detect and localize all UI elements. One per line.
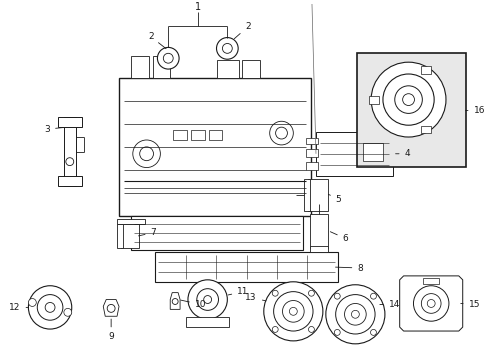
Text: 5: 5	[327, 194, 341, 203]
Circle shape	[28, 298, 36, 306]
Polygon shape	[58, 117, 81, 127]
Bar	[309, 214, 327, 248]
Circle shape	[133, 140, 160, 167]
Polygon shape	[58, 176, 81, 186]
Bar	[190, 130, 204, 140]
Bar	[304, 179, 309, 211]
Text: 9: 9	[108, 319, 114, 341]
Polygon shape	[170, 293, 180, 309]
Polygon shape	[103, 300, 119, 316]
Bar	[131, 216, 303, 250]
Text: 4: 4	[395, 149, 409, 158]
Bar	[357, 53, 465, 167]
Bar	[217, 60, 239, 78]
Circle shape	[334, 329, 340, 336]
Circle shape	[382, 74, 433, 125]
Circle shape	[370, 293, 376, 299]
Bar	[185, 317, 229, 327]
Circle shape	[308, 327, 314, 332]
Bar	[119, 78, 310, 216]
Circle shape	[273, 292, 312, 331]
Text: 1: 1	[194, 2, 201, 12]
Circle shape	[64, 309, 72, 316]
Circle shape	[272, 290, 278, 296]
Circle shape	[370, 62, 445, 137]
Circle shape	[402, 94, 414, 105]
Text: 12: 12	[9, 303, 28, 312]
Circle shape	[203, 296, 211, 303]
Bar	[305, 138, 317, 144]
Bar	[155, 252, 337, 282]
Circle shape	[272, 327, 278, 332]
Circle shape	[427, 300, 434, 307]
Circle shape	[263, 282, 322, 341]
Circle shape	[308, 290, 314, 296]
Circle shape	[289, 307, 297, 315]
Circle shape	[66, 158, 74, 166]
Circle shape	[140, 147, 153, 161]
Circle shape	[37, 294, 63, 320]
Text: 14: 14	[379, 300, 399, 309]
Circle shape	[413, 286, 448, 321]
Bar	[307, 179, 327, 211]
Bar	[152, 56, 170, 78]
Circle shape	[334, 293, 340, 299]
Text: 3: 3	[44, 125, 64, 134]
Bar	[423, 278, 438, 284]
Polygon shape	[399, 276, 462, 331]
Text: 8: 8	[335, 264, 363, 273]
Circle shape	[421, 294, 440, 313]
Text: 15: 15	[460, 300, 479, 309]
Text: 2: 2	[147, 32, 166, 49]
Circle shape	[325, 285, 384, 344]
Circle shape	[28, 286, 72, 329]
Circle shape	[157, 48, 179, 69]
Text: 11: 11	[227, 287, 248, 296]
Text: 7: 7	[138, 228, 156, 237]
Circle shape	[351, 310, 359, 318]
Bar	[208, 130, 222, 140]
Bar	[305, 149, 317, 157]
Circle shape	[163, 53, 173, 63]
Circle shape	[216, 37, 238, 59]
Bar	[131, 56, 148, 78]
Text: 10: 10	[181, 300, 206, 309]
Text: 16: 16	[465, 106, 484, 115]
Text: 13: 13	[245, 293, 265, 302]
Circle shape	[370, 329, 376, 336]
Circle shape	[335, 294, 374, 334]
Circle shape	[275, 127, 287, 139]
Circle shape	[222, 44, 232, 53]
Bar	[121, 224, 139, 248]
Circle shape	[196, 289, 218, 310]
Bar	[420, 126, 430, 134]
Circle shape	[172, 298, 178, 305]
Circle shape	[394, 86, 422, 113]
Circle shape	[282, 301, 304, 322]
Bar	[315, 132, 392, 176]
Circle shape	[187, 280, 227, 319]
Circle shape	[107, 305, 115, 312]
Bar	[173, 130, 186, 140]
Text: 6: 6	[330, 232, 347, 243]
Polygon shape	[64, 117, 76, 186]
Circle shape	[45, 302, 55, 312]
Bar	[117, 224, 122, 248]
Bar	[117, 219, 144, 224]
Bar	[420, 66, 430, 74]
Bar	[368, 96, 378, 104]
Text: 2: 2	[234, 22, 250, 39]
Bar	[242, 60, 259, 78]
Bar	[309, 246, 327, 252]
Bar	[305, 162, 317, 170]
Circle shape	[344, 303, 366, 325]
Bar	[363, 143, 382, 161]
Circle shape	[269, 121, 293, 145]
